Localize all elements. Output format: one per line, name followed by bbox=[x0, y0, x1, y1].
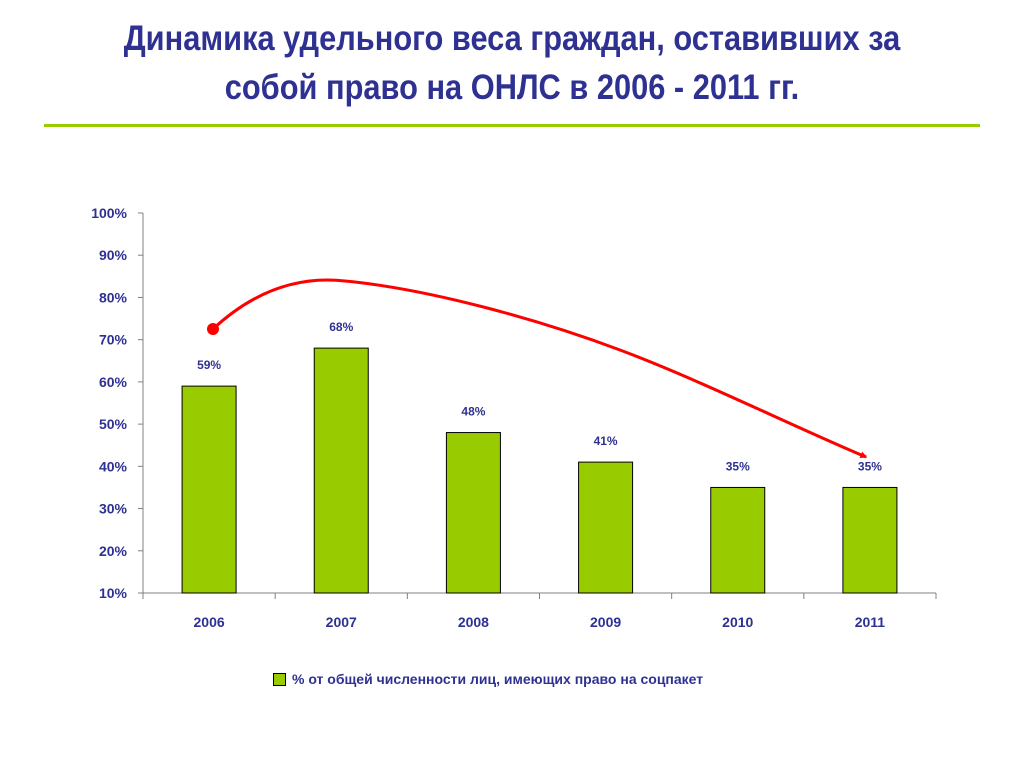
y-tick-label: 70% bbox=[99, 332, 128, 348]
y-tick-label: 30% bbox=[99, 501, 128, 517]
data-label-2006: 59% bbox=[197, 358, 221, 372]
bar-2006 bbox=[181, 385, 237, 594]
bar-2008 bbox=[445, 432, 501, 594]
x-tick-label: 2009 bbox=[590, 614, 621, 630]
trend-arrow-curve bbox=[211, 278, 868, 459]
y-axis: 10% 20% 30% 40% 50% 60% 70% 80% 90% 100% bbox=[91, 205, 144, 601]
bar-2010 bbox=[710, 486, 766, 594]
data-label-2009: 41% bbox=[594, 434, 618, 448]
y-tick-label: 50% bbox=[99, 416, 128, 432]
bar-2011 bbox=[842, 486, 898, 594]
data-label-2008: 48% bbox=[461, 405, 485, 419]
y-tick-label: 40% bbox=[99, 458, 128, 474]
data-label-2010: 35% bbox=[726, 459, 750, 473]
slide-title: Динамика удельного веса граждан, оставив… bbox=[123, 19, 901, 107]
x-tick-label: 2010 bbox=[722, 614, 753, 630]
y-tick-label: 20% bbox=[99, 543, 128, 559]
trend-arrow bbox=[207, 278, 868, 459]
x-tick-label: 2007 bbox=[326, 614, 357, 630]
x-tick-label: 2006 bbox=[194, 614, 225, 630]
y-tick-label: 60% bbox=[99, 374, 128, 390]
bar-series bbox=[181, 347, 898, 594]
bar-2007 bbox=[313, 347, 369, 594]
title-divider bbox=[44, 124, 980, 127]
y-tick-label: 90% bbox=[99, 247, 128, 263]
x-tick-label: 2008 bbox=[458, 614, 489, 630]
legend-swatch bbox=[273, 672, 286, 686]
y-tick-label: 100% bbox=[91, 205, 127, 221]
x-tick-label: 2011 bbox=[855, 614, 886, 630]
data-labels: 59% 68% 48% 41% 35% 35% bbox=[197, 320, 882, 473]
x-axis: 2006 2007 2008 2009 2010 2011 bbox=[142, 592, 937, 630]
y-tick-label: 10% bbox=[99, 585, 128, 601]
data-label-2007: 68% bbox=[329, 320, 353, 334]
data-label-2011: 35% bbox=[858, 459, 882, 473]
bar-2009 bbox=[578, 461, 634, 594]
chart-legend: % от общей численности лиц, имеющих прав… bbox=[273, 669, 703, 689]
y-tick-label: 80% bbox=[99, 289, 128, 305]
legend-label: % от общей численности лиц, имеющих прав… bbox=[292, 671, 704, 687]
